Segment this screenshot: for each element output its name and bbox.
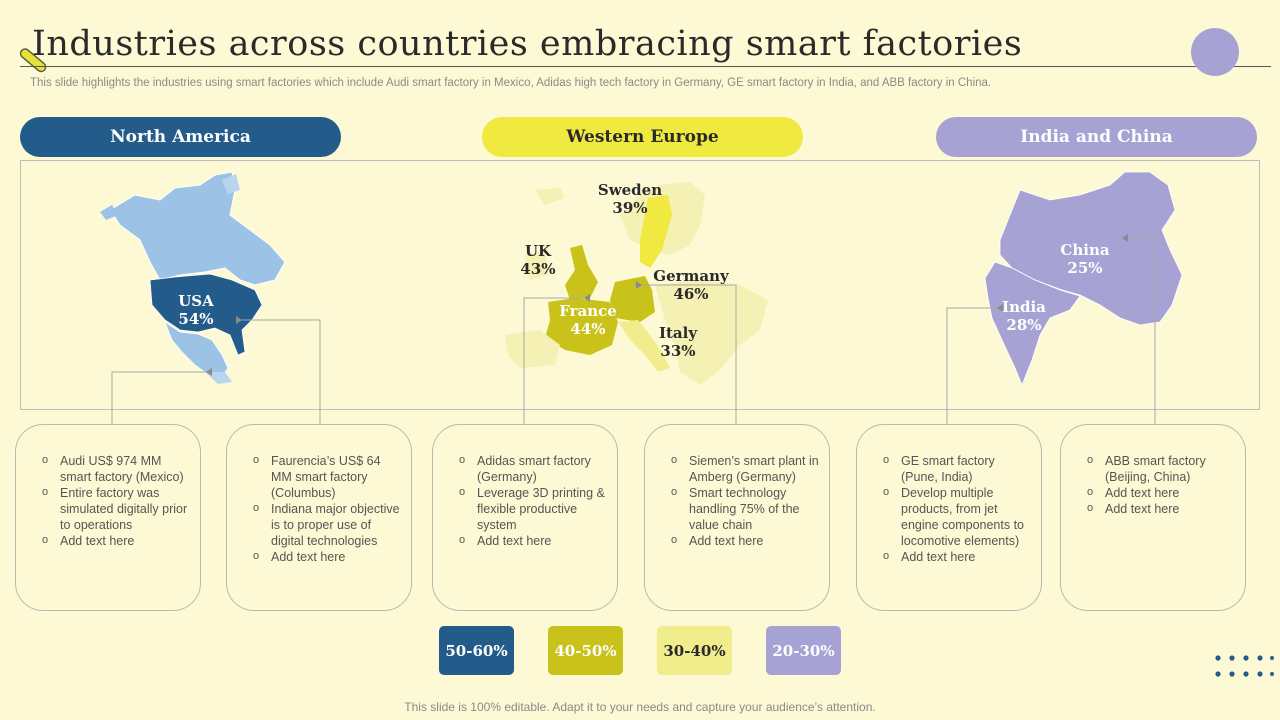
label-india-value: 28% (1006, 316, 1042, 334)
label-india-name: India (1002, 298, 1046, 316)
decorative-dots (1215, 655, 1274, 677)
label-china: China 25% (1052, 241, 1118, 277)
label-uk-value: 43% (520, 260, 556, 278)
card-bullet: Siemen’s smart plant in Amberg (Germany) (671, 452, 819, 485)
info-card-adidas: Adidas smart factory (Germany) Leverage … (432, 424, 618, 611)
info-card-siemens: Siemen’s smart plant in Amberg (Germany)… (644, 424, 830, 611)
label-sweden: Sweden 39% (592, 181, 668, 217)
label-germany-value: 46% (673, 285, 709, 303)
page-title: Industries across countries embracing sm… (32, 24, 1023, 64)
card-bullet: Add text here (1087, 500, 1235, 517)
label-france-value: 44% (570, 320, 606, 338)
card-bullet: Indiana major objective is to proper use… (253, 500, 401, 549)
label-france: France 44% (555, 302, 621, 338)
label-sweden-value: 39% (612, 199, 648, 217)
label-china-name: China (1060, 241, 1110, 259)
label-uk-name: UK (524, 242, 552, 260)
legend-30-40: 30-40% (657, 626, 732, 675)
connector-arrows (206, 234, 1128, 376)
legend-40-50: 40-50% (548, 626, 623, 675)
region-india-china: India and China (936, 117, 1257, 157)
label-france-name: France (559, 302, 617, 320)
label-usa: USA 54% (164, 292, 228, 328)
card-bullet: ABB smart factory (Beijing, China) (1087, 452, 1235, 485)
label-usa-value: 54% (178, 310, 214, 328)
card-bullet: Add text here (671, 532, 819, 549)
card-bullet: Add text here (883, 548, 1031, 565)
card-bullet: Audi US$ 974 MM smart factory (Mexico) (42, 452, 190, 485)
card-bullet: Entire factory was simulated digitally p… (42, 484, 190, 533)
info-card-audi: Audi US$ 974 MM smart factory (Mexico) E… (15, 424, 201, 611)
info-card-abb: ABB smart factory (Beijing, China) Add t… (1060, 424, 1246, 611)
label-china-value: 25% (1067, 259, 1103, 277)
western-europe-map (505, 182, 768, 385)
title-divider (20, 66, 1271, 67)
card-bullet: Add text here (253, 548, 401, 565)
map-panel (20, 160, 1260, 410)
card-bullet: Adidas smart factory (Germany) (459, 452, 607, 485)
card-bullet: Smart technology handling 75% of the val… (671, 484, 819, 533)
north-america-map (100, 171, 286, 384)
label-sweden-name: Sweden (597, 181, 663, 199)
label-italy-value: 33% (660, 342, 696, 360)
highlighter-icon (19, 48, 47, 73)
label-india: India 28% (994, 298, 1054, 334)
label-usa-name: USA (178, 292, 214, 310)
page-subtitle: This slide highlights the industries usi… (30, 77, 992, 89)
card-bullet: Leverage 3D printing & flexible producti… (459, 484, 607, 533)
decorative-circle (1191, 28, 1239, 76)
legend-50-60: 50-60% (439, 626, 514, 675)
card-bullet: Add text here (1087, 484, 1235, 501)
legend-20-30: 20-30% (766, 626, 841, 675)
info-card-faurecia: Faurencia’s US$ 64 MM smart factory (Col… (226, 424, 412, 611)
card-bullet: Develop multiple products, from jet engi… (883, 484, 1031, 549)
card-bullet: Faurencia’s US$ 64 MM smart factory (Col… (253, 452, 401, 501)
info-card-ge: GE smart factory (Pune, India) Develop m… (856, 424, 1042, 611)
region-north-america: North America (20, 117, 341, 157)
footer-note: This slide is 100% editable. Adapt it to… (404, 700, 876, 714)
label-italy-name: Italy (658, 324, 698, 342)
label-uk: UK 43% (512, 242, 564, 278)
label-germany: Germany 46% (648, 267, 734, 303)
region-western-europe: Western Europe (482, 117, 803, 157)
india-china-map (984, 171, 1183, 387)
card-bullet: Add text here (42, 532, 190, 549)
card-bullet: Add text here (459, 532, 607, 549)
connector-lines (111, 237, 1156, 424)
label-germany-name: Germany (653, 267, 729, 285)
card-bullet: GE smart factory (Pune, India) (883, 452, 1031, 485)
label-italy: Italy 33% (650, 324, 706, 360)
